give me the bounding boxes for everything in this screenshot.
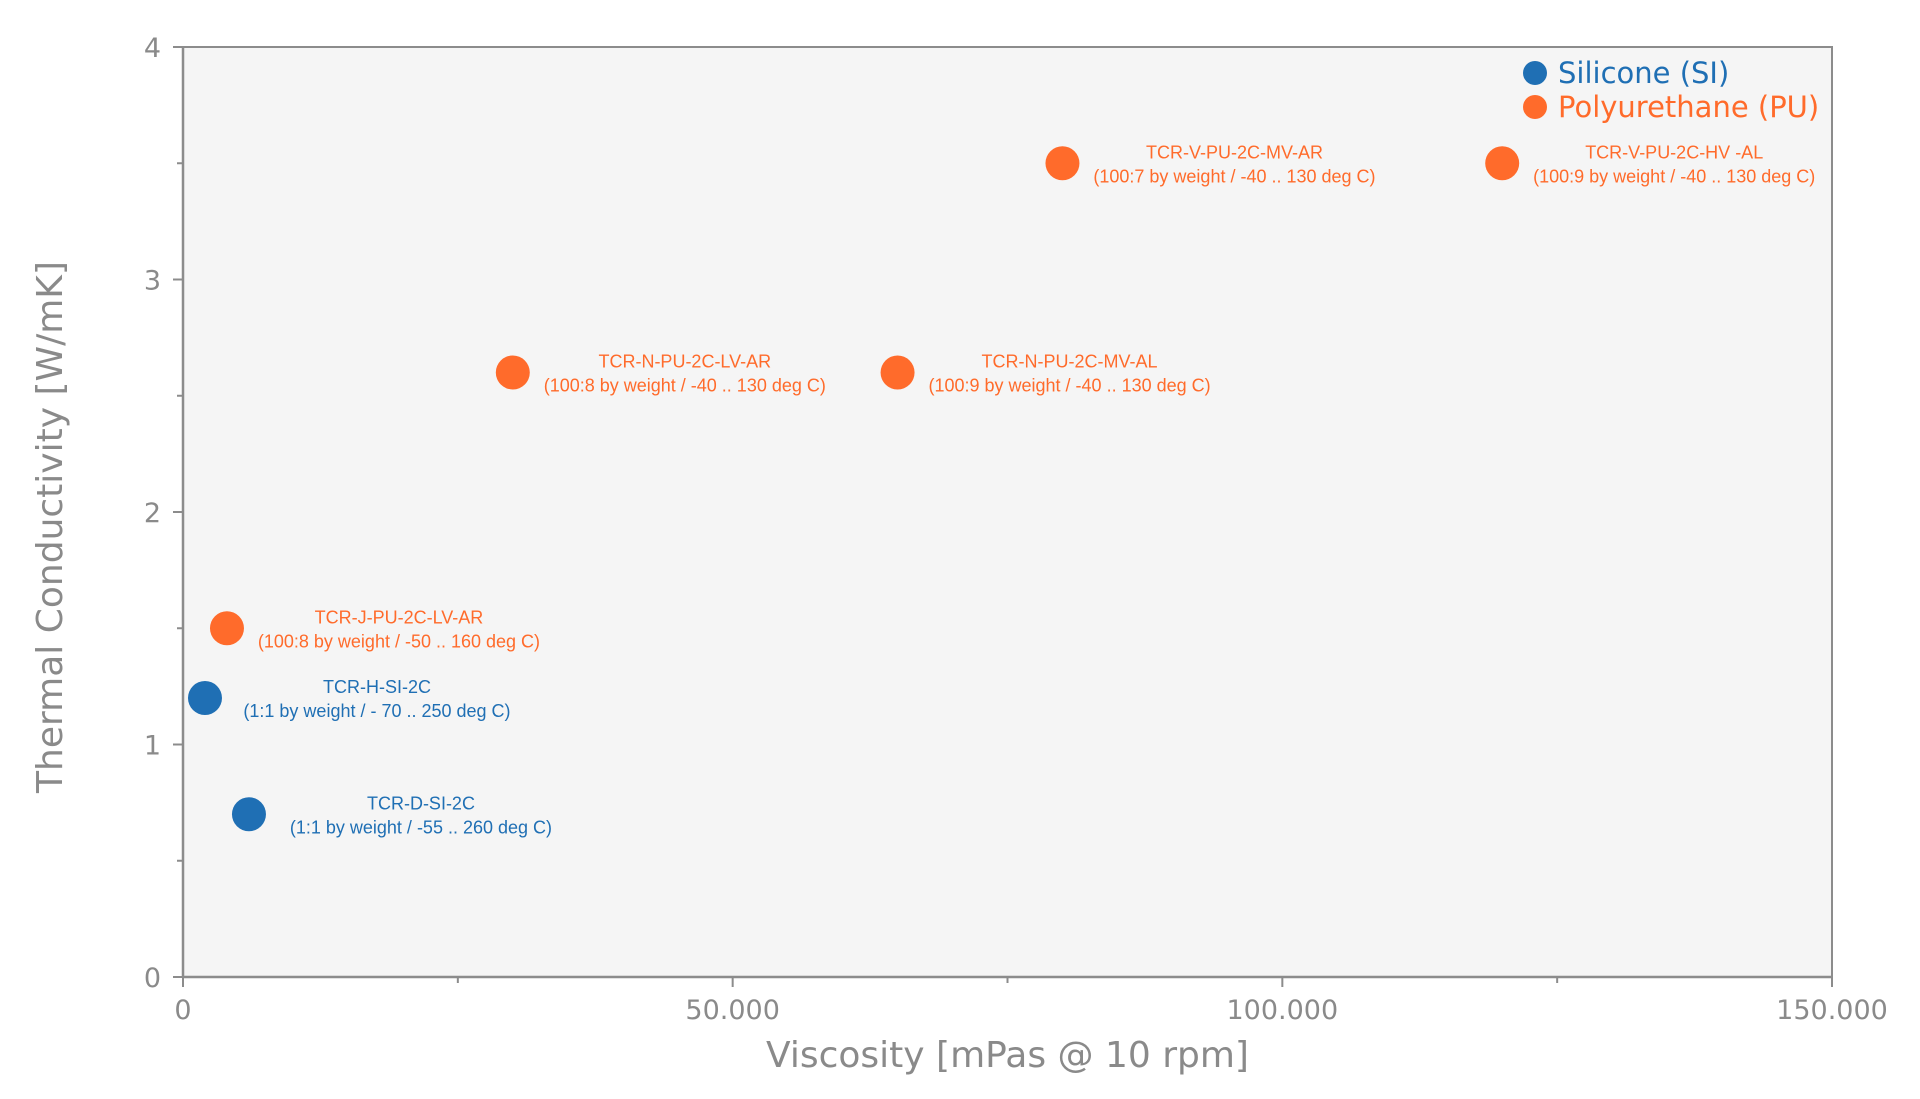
point-label-detail: (100:8 by weight / -50 .. 160 deg C) [258, 631, 540, 651]
point-label-detail: (100:8 by weight / -40 .. 130 deg C) [544, 376, 826, 396]
point-label-name: TCR-D-SI-2C [367, 793, 475, 813]
x-tick-label: 100.000 [1227, 995, 1339, 1026]
point-label-name: TCR-V-PU-2C-MV-AR [1146, 142, 1323, 162]
data-point [1485, 146, 1520, 181]
point-label-detail: (1:1 by weight / -55 .. 260 deg C) [290, 817, 552, 837]
plot-area [182, 46, 1833, 978]
y-tick-label: 0 [144, 963, 161, 994]
x-tick-label: 50.000 [685, 995, 779, 1026]
data-point [1045, 146, 1080, 181]
y-axis: 0 1 2 3 4 [144, 33, 183, 994]
point-label-detail: (1:1 by weight / - 70 .. 250 deg C) [243, 701, 510, 721]
legend-label: Silicone (SI) [1558, 56, 1729, 90]
y-axis-title: Thermal Conductivity [W/mK] [30, 261, 71, 794]
x-axis: 0 50.000 100.000 150.000 [174, 977, 1888, 1026]
y-tick-label: 3 [144, 266, 161, 297]
data-point [187, 681, 222, 715]
y-tick-label: 1 [144, 731, 161, 762]
y-tick-label: 2 [144, 498, 161, 529]
point-label-detail: (100:9 by weight / -40 .. 130 deg C) [928, 376, 1210, 396]
x-tick-label: 150.000 [1776, 995, 1888, 1026]
data-points: TCR-H-SI-2C (1:1 by weight / - 70 .. 250 … [187, 142, 1815, 837]
data-point [209, 611, 244, 646]
point-label-name: TCR-N-PU-2C-LV-AR [598, 352, 771, 372]
data-point [880, 355, 915, 390]
legend-marker [1523, 61, 1547, 85]
point-label-name: TCR-J-PU-2C-LV-AR [315, 607, 484, 627]
y-tick-label: 4 [144, 33, 161, 64]
x-tick-label: 0 [174, 995, 191, 1026]
data-point [231, 797, 266, 832]
legend-marker [1523, 95, 1547, 119]
x-axis-title: Viscosity [mPas @ 10 rpm] [766, 1035, 1249, 1076]
legend-label: Polyurethane (PU) [1558, 90, 1819, 124]
data-point [495, 355, 530, 390]
legend: Silicone (SI)Polyurethane (PU) [1523, 56, 1819, 124]
point-label-name: TCR-H-SI-2C [323, 677, 431, 697]
point-label-detail: (100:7 by weight / -40 .. 130 deg C) [1093, 166, 1375, 186]
point-label-name: TCR-V-PU-2C-HV -AL [1585, 142, 1763, 162]
point-label-name: TCR-N-PU-2C-MV-AL [982, 352, 1158, 372]
point-label-detail: (100:9 by weight / -40 .. 130 deg C) [1533, 166, 1815, 186]
